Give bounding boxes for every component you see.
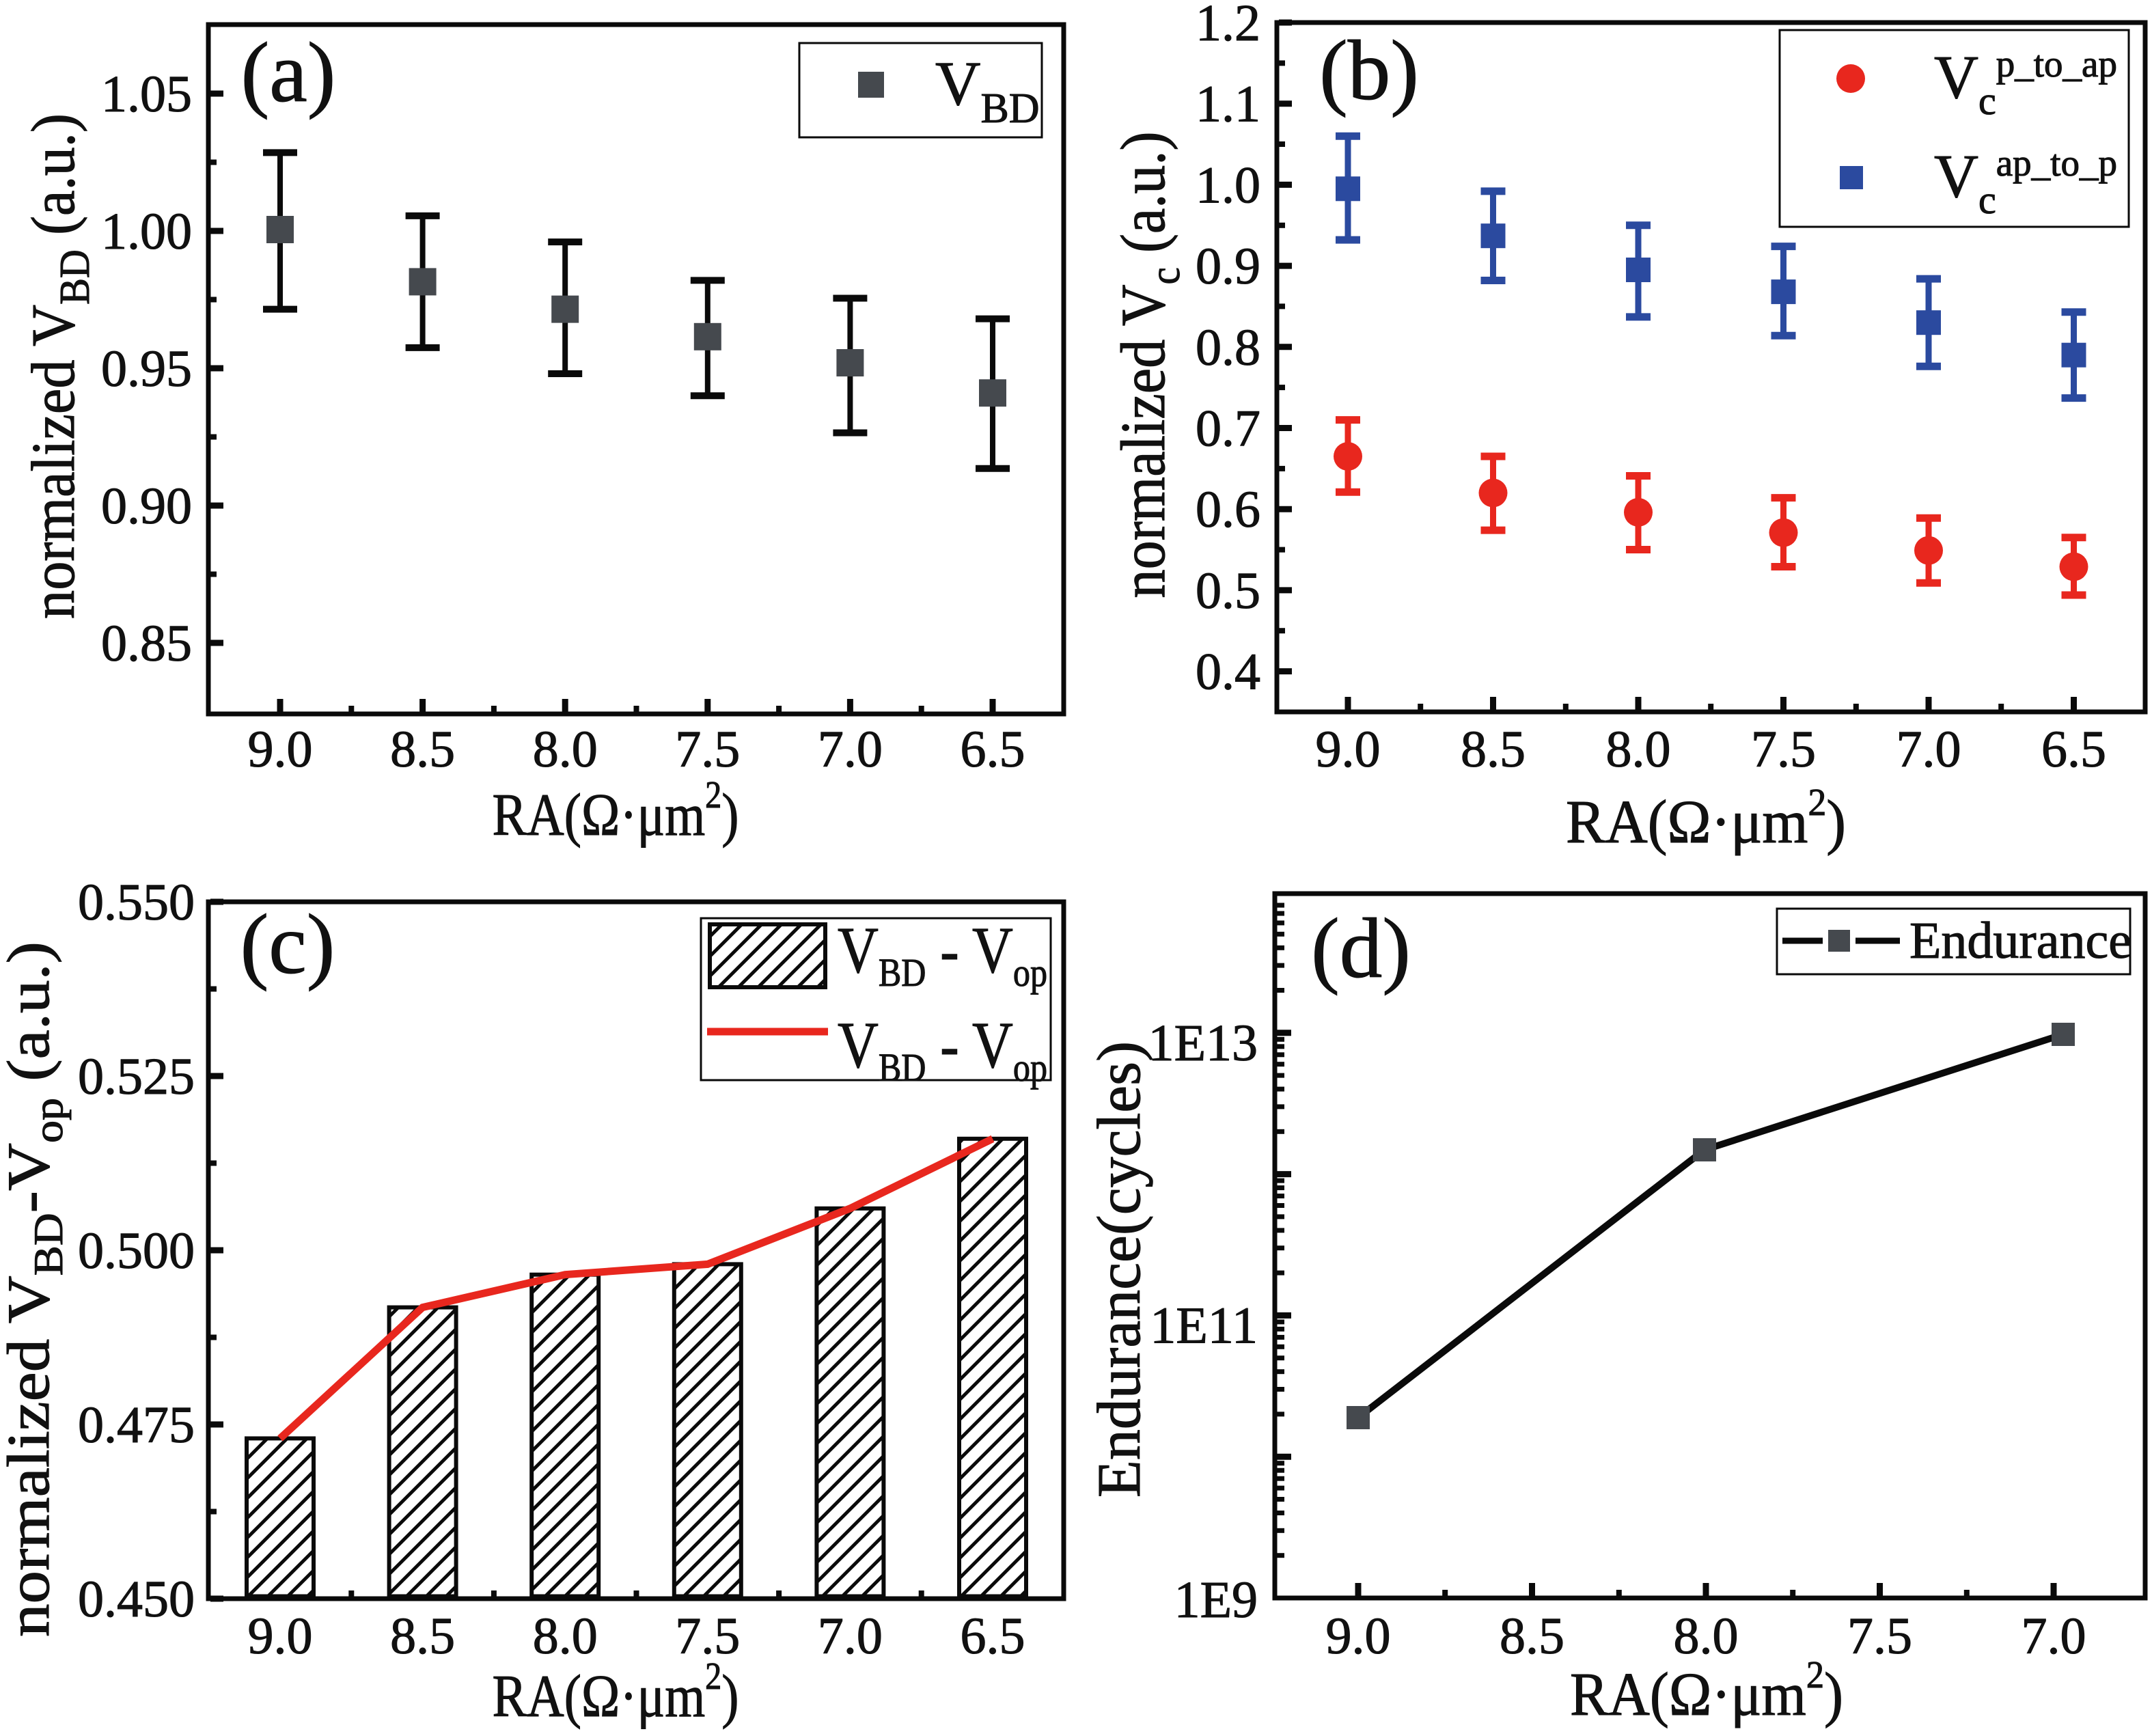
svg-text:1.05: 1.05: [101, 66, 192, 123]
svg-text:9.0: 9.0: [248, 721, 313, 778]
svg-text:(a): (a): [241, 26, 336, 120]
svg-text:0.525: 0.525: [78, 1048, 195, 1105]
svg-text:8.0: 8.0: [533, 721, 598, 778]
svg-text:7.0: 7.0: [818, 721, 883, 778]
svg-text:9.0: 9.0: [1326, 1608, 1391, 1665]
svg-text:(c): (c): [240, 898, 335, 992]
svg-text:0.7: 0.7: [1196, 400, 1260, 458]
svg-text:0.95: 0.95: [101, 340, 192, 398]
svg-text:normalized VBD-Vop (a.u.): normalized VBD-Vop (a.u.): [0, 941, 71, 1637]
svg-text:1.2: 1.2: [1196, 0, 1260, 52]
svg-text:RA(Ω·μm2): RA(Ω·μm2): [1566, 782, 1846, 856]
svg-text:VBD - Vop: VBD - Vop: [838, 913, 1047, 995]
svg-text:0.450: 0.450: [78, 1571, 195, 1628]
svg-text:(d): (d): [1311, 902, 1411, 996]
svg-text:normalized Vc (a.u.): normalized Vc (a.u.): [1108, 132, 1189, 598]
svg-text:Endurance: Endurance: [1909, 912, 2132, 969]
svg-text:1.0: 1.0: [1196, 156, 1260, 214]
svg-text:0.8: 0.8: [1196, 319, 1260, 376]
svg-text:0.85: 0.85: [101, 615, 192, 672]
svg-text:RA(Ω·μm2): RA(Ω·μm2): [493, 1655, 739, 1730]
svg-text:1E13: 1E13: [1148, 1015, 1258, 1072]
svg-text:0.5: 0.5: [1196, 562, 1260, 620]
svg-text:(b): (b): [1319, 24, 1419, 118]
svg-text:0.9: 0.9: [1196, 238, 1260, 295]
svg-text:7.0: 7.0: [2022, 1608, 2086, 1665]
svg-text:7.0: 7.0: [1896, 721, 1961, 778]
svg-text:6.5: 6.5: [2041, 721, 2106, 778]
svg-text:6.5: 6.5: [961, 1608, 1025, 1665]
svg-text:7.5: 7.5: [1751, 721, 1816, 778]
svg-text:1.00: 1.00: [101, 203, 192, 260]
svg-text:VBD - Vop: VBD - Vop: [838, 1008, 1047, 1090]
svg-text:8.5: 8.5: [1461, 721, 1526, 778]
svg-text:RA(Ω·μm2): RA(Ω·μm2): [493, 774, 739, 849]
svg-text:0.4: 0.4: [1196, 644, 1260, 701]
svg-text:Vcap_to_p: Vcap_to_p: [1934, 142, 2117, 222]
svg-text:8.5: 8.5: [390, 1608, 455, 1665]
svg-text:Endurance(cycles): Endurance(cycles): [1086, 1041, 1153, 1498]
svg-text:1E9: 1E9: [1174, 1571, 1258, 1629]
svg-text:0.500: 0.500: [78, 1222, 195, 1280]
svg-text:7.5: 7.5: [675, 721, 740, 778]
svg-text:1.1: 1.1: [1196, 76, 1260, 133]
svg-text:7.0: 7.0: [818, 1608, 883, 1665]
svg-text:RA(Ω·μm2): RA(Ω·μm2): [1570, 1654, 1843, 1728]
svg-text:6.5: 6.5: [961, 721, 1025, 778]
svg-text:normalized VBD (a.u.): normalized VBD (a.u.): [20, 113, 98, 619]
svg-text:9.0: 9.0: [1316, 721, 1381, 778]
svg-text:1E11: 1E11: [1150, 1297, 1258, 1354]
svg-text:8.0: 8.0: [1606, 721, 1671, 778]
svg-text:7.5: 7.5: [675, 1608, 740, 1665]
svg-text:8.0: 8.0: [533, 1608, 598, 1665]
svg-text:8.0: 8.0: [1674, 1608, 1739, 1665]
svg-text:0.6: 0.6: [1196, 481, 1260, 538]
svg-text:0.550: 0.550: [78, 874, 195, 931]
svg-text:0.475: 0.475: [78, 1396, 195, 1454]
svg-text:9.0: 9.0: [248, 1608, 313, 1665]
svg-text:8.5: 8.5: [390, 721, 455, 778]
svg-text:7.5: 7.5: [1847, 1608, 1912, 1665]
svg-text:0.90: 0.90: [101, 478, 192, 535]
svg-text:8.5: 8.5: [1500, 1608, 1564, 1665]
